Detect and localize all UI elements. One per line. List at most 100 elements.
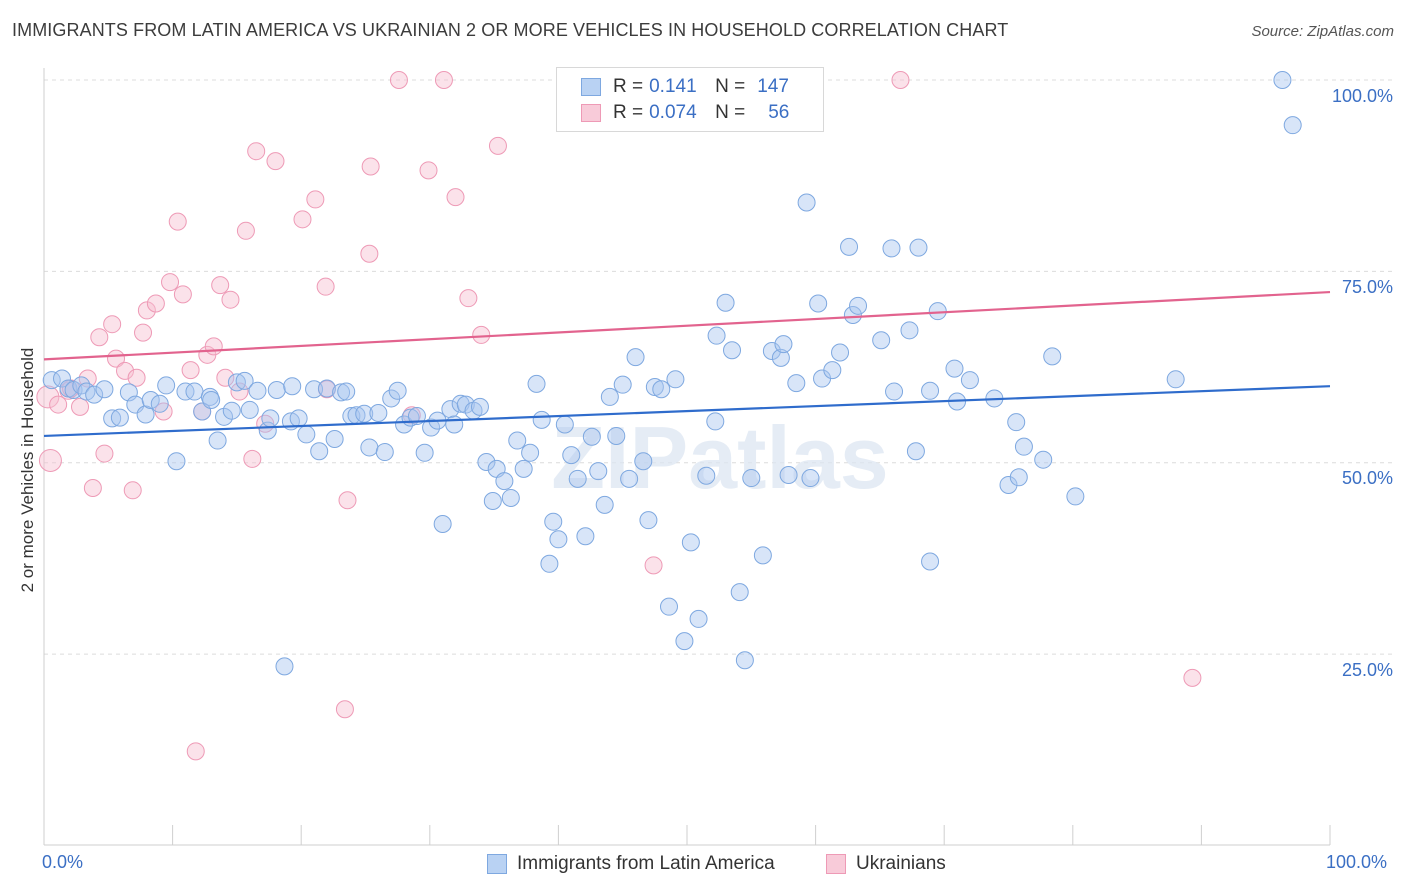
- latin-america-point: [1166, 370, 1185, 389]
- latin-america-point: [840, 237, 859, 256]
- latin-america-point: [388, 381, 407, 400]
- y-tick-25: 25.0%: [1341, 660, 1393, 680]
- latin-america-point: [906, 442, 925, 461]
- ukrainians-point: [71, 397, 90, 416]
- y-axis-label: 2 or more Vehicles in Household: [18, 347, 37, 593]
- ukrainians-point: [293, 210, 312, 229]
- latin-america-point: [95, 380, 114, 399]
- latin-america-point: [639, 511, 658, 530]
- latin-america-point: [849, 296, 868, 315]
- latin-america-point: [549, 530, 568, 549]
- latin-america-point: [831, 343, 850, 362]
- legend-n-label: N =: [715, 76, 746, 97]
- latin-america-point: [872, 331, 891, 350]
- latin-america-point: [235, 371, 254, 390]
- latin-america-point: [681, 533, 700, 552]
- latin-america-point: [595, 495, 614, 514]
- legend-item-latin-america[interactable]: Immigrants from Latin America: [487, 852, 775, 876]
- legend-r-value: 0.141: [649, 76, 697, 97]
- latin-america-point: [521, 443, 540, 462]
- latin-america-point: [202, 390, 221, 409]
- ukrainians-point: [247, 142, 266, 161]
- latin-america-point: [607, 426, 626, 445]
- latin-america-point: [150, 394, 169, 413]
- latin-america-point: [240, 400, 259, 419]
- latin-america-point: [697, 466, 716, 485]
- latin-america-point: [337, 382, 356, 401]
- source-label: Source: ZipAtlas.com: [1251, 23, 1394, 40]
- latin-america-point: [753, 546, 772, 565]
- latin-america-point: [921, 552, 940, 571]
- ukrainians-point: [116, 361, 135, 380]
- latin-america-point: [85, 385, 104, 404]
- legend-item-ukrainians[interactable]: Ukrainians: [826, 852, 946, 876]
- legend-label-latin-america: Immigrants from Latin America: [517, 853, 775, 874]
- latin-america-point: [208, 431, 227, 450]
- latin-america-point: [960, 371, 979, 390]
- latin-america-point: [921, 381, 940, 400]
- series-ukrainians-points: [36, 71, 1202, 761]
- ukrainians-point: [488, 136, 507, 155]
- y-tick-75: 75.0%: [1341, 277, 1393, 297]
- latin-america-point: [433, 514, 452, 533]
- latin-america-point: [1273, 71, 1292, 89]
- latin-america-point: [532, 410, 551, 429]
- latin-america-point: [900, 321, 919, 340]
- ukrainians-point: [236, 221, 255, 240]
- legend-swatch-blue: [487, 854, 507, 874]
- latin-america-point: [1014, 437, 1033, 456]
- latin-america-point: [730, 583, 749, 602]
- legend-n-value: 147: [757, 76, 789, 97]
- latin-america-point: [325, 430, 344, 449]
- latin-america-point: [375, 443, 394, 462]
- legend-r-label: R =: [613, 102, 644, 123]
- latin-america-point: [762, 341, 781, 360]
- latin-america-point: [275, 657, 294, 676]
- latin-america-point: [1034, 450, 1053, 469]
- latin-america-point: [774, 335, 793, 354]
- latin-america-point: [501, 488, 520, 507]
- latin-america-point: [771, 348, 790, 367]
- correlation-legend: R = 0.141 N = 147 R = 0.074 N = 56: [556, 67, 824, 132]
- legend-r-label: R =: [613, 76, 644, 97]
- latin-america-point: [707, 326, 726, 345]
- ukrainians-point: [335, 700, 354, 719]
- latin-america-point: [283, 377, 302, 396]
- latin-america-point: [360, 438, 379, 457]
- latin-america-point: [415, 443, 434, 462]
- latin-america-point: [742, 469, 761, 488]
- latin-america-point: [576, 527, 595, 546]
- legend-swatch-blue: [581, 78, 601, 96]
- legend-label-ukrainians: Ukrainians: [856, 853, 946, 874]
- ukrainians-point: [316, 277, 335, 296]
- latin-america-point: [659, 597, 678, 616]
- latin-america-point: [945, 359, 964, 378]
- latin-america-point: [1007, 413, 1026, 432]
- latin-america-point: [72, 376, 91, 395]
- latin-america-point: [1009, 468, 1028, 487]
- latin-america-point: [305, 380, 324, 399]
- grid-lines: [44, 79, 1392, 655]
- ukrainians-point: [168, 212, 187, 231]
- latin-america-point: [157, 376, 176, 395]
- latin-america-point: [422, 418, 441, 437]
- x-tick-max: 100.0%: [1326, 852, 1388, 872]
- latin-america-point: [809, 294, 828, 313]
- ukrainians-point: [186, 742, 205, 761]
- ukrainians-point: [891, 71, 910, 89]
- ukrainians-point: [123, 481, 142, 500]
- ukrainians-trend-line: [43, 290, 1331, 361]
- latin-america-point: [53, 369, 72, 388]
- ukrainians-point: [361, 157, 380, 176]
- latin-america-point: [136, 405, 155, 424]
- latin-america-point: [801, 469, 820, 488]
- latin-america-point: [675, 632, 694, 651]
- latin-america-point: [248, 381, 267, 400]
- ukrainians-point: [181, 361, 200, 380]
- latin-america-point: [666, 370, 685, 389]
- latin-america-point: [706, 412, 725, 431]
- latin-america-point: [495, 472, 514, 491]
- ukrainians-point: [472, 325, 491, 344]
- ukrainians-point: [266, 152, 285, 171]
- ukrainians-point: [38, 448, 62, 472]
